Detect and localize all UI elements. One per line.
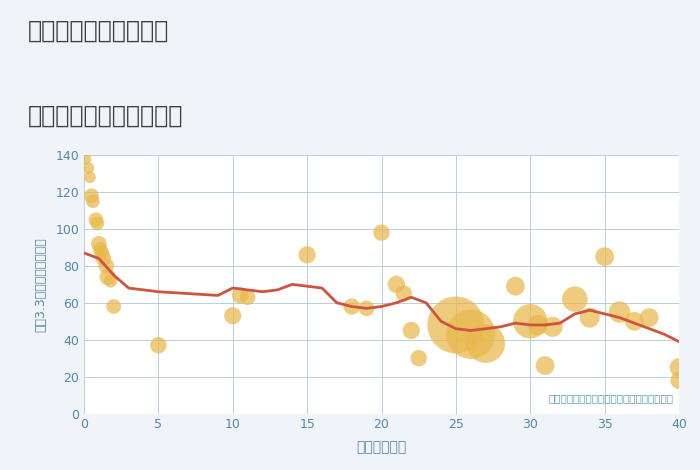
Point — [629, 318, 640, 325]
Point — [391, 281, 402, 288]
Point — [234, 292, 246, 299]
Point — [480, 340, 491, 347]
Point — [599, 253, 610, 260]
Point — [465, 330, 476, 338]
Point — [153, 342, 164, 349]
Point — [83, 164, 94, 172]
Text: 円の大きさは、取引のあった物件面積を示す: 円の大きさは、取引のあった物件面積を示す — [548, 393, 673, 403]
Point — [84, 173, 95, 181]
Point — [569, 295, 580, 303]
Point — [540, 362, 551, 369]
Point — [614, 308, 625, 316]
Y-axis label: 坪（3.3㎡）単価（万円）: 坪（3.3㎡）単価（万円） — [34, 237, 47, 332]
Point — [88, 197, 99, 205]
Point — [96, 249, 108, 257]
Point — [105, 277, 116, 284]
Point — [302, 251, 313, 258]
Point — [242, 293, 253, 301]
Point — [101, 262, 112, 270]
Point — [346, 303, 357, 310]
Point — [547, 323, 558, 330]
Point — [93, 240, 104, 248]
Point — [361, 305, 372, 312]
Point — [510, 282, 521, 290]
Point — [584, 314, 595, 321]
Point — [406, 327, 417, 334]
Point — [673, 364, 685, 371]
Point — [413, 354, 424, 362]
Point — [376, 229, 387, 236]
Point — [398, 290, 409, 298]
Point — [525, 318, 536, 325]
Point — [102, 273, 113, 281]
Text: 千葉県松戸市大金平の: 千葉県松戸市大金平の — [28, 19, 169, 43]
Point — [90, 216, 101, 223]
Point — [227, 312, 238, 320]
Point — [86, 192, 97, 199]
Point — [673, 376, 685, 384]
Point — [80, 155, 91, 163]
Point — [98, 255, 109, 262]
Point — [92, 219, 103, 227]
Point — [532, 321, 543, 329]
Point — [94, 245, 106, 253]
Point — [108, 303, 119, 310]
X-axis label: 築年数（年）: 築年数（年） — [356, 440, 407, 454]
Point — [644, 314, 655, 321]
Point — [450, 321, 461, 329]
Text: 築年数別中古戸建て価格: 築年数別中古戸建て価格 — [28, 103, 183, 127]
